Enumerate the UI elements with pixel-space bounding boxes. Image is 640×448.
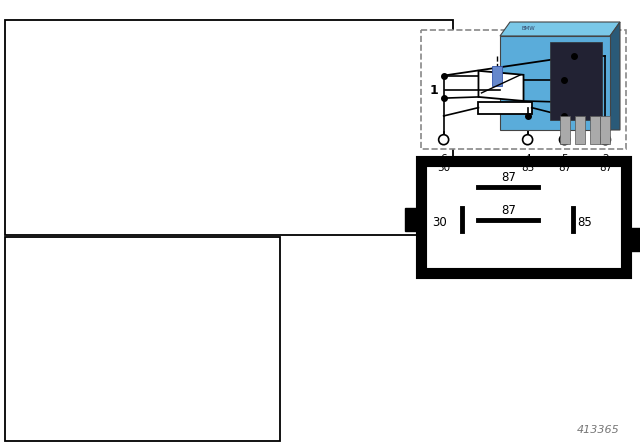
Circle shape [438, 135, 449, 145]
Polygon shape [610, 22, 620, 130]
Bar [550, 42, 602, 120]
Text: 87: 87 [502, 171, 516, 184]
Text: 30: 30 [432, 216, 447, 229]
Text: 87: 87 [558, 163, 571, 172]
Text: 413365: 413365 [577, 425, 620, 435]
Text: 5: 5 [561, 154, 568, 164]
Bar [405, 208, 423, 231]
Bar [492, 66, 502, 86]
Circle shape [600, 135, 611, 145]
Text: 87: 87 [599, 163, 612, 172]
Bar [479, 102, 532, 114]
Text: 6: 6 [440, 154, 447, 164]
Bar [421, 161, 626, 273]
Text: 2: 2 [602, 154, 609, 164]
Text: 30: 30 [437, 163, 450, 172]
Text: BMW: BMW [521, 26, 535, 31]
Bar [5, 20, 453, 235]
Polygon shape [500, 22, 620, 36]
Bar [624, 228, 640, 251]
Bar [500, 36, 610, 130]
Text: 85: 85 [521, 163, 534, 172]
Text: 87: 87 [502, 204, 516, 217]
Text: 85: 85 [577, 216, 593, 229]
Polygon shape [479, 71, 524, 101]
Bar [590, 116, 600, 144]
Bar [600, 116, 610, 144]
Bar [560, 116, 570, 144]
Text: 1: 1 [429, 83, 438, 96]
Bar [5, 237, 280, 441]
Bar [575, 116, 585, 144]
Circle shape [559, 135, 570, 145]
Text: 4: 4 [524, 154, 531, 164]
Circle shape [523, 135, 532, 145]
Bar [421, 30, 626, 149]
